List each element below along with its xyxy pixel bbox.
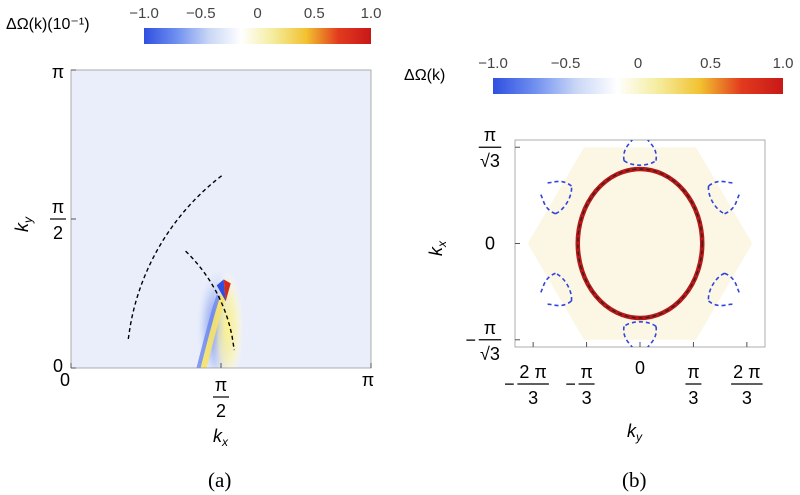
dashed-pocket [707, 272, 741, 307]
dashed-pocket-outline [622, 321, 658, 347]
heatmap-a-features [127, 173, 244, 368]
panel-label-b: (b) [622, 468, 647, 492]
x-ticks-b: 2 π3−π3−0 π32 π3 [504, 342, 763, 408]
dashed-pocket [622, 140, 658, 166]
x-tick-label-a: 0 [60, 370, 70, 390]
y-tick-label-a: 0 [53, 356, 63, 376]
colorbar-b-tick-label: 0.5 [700, 55, 721, 72]
x-ticks-a: 0 π2π [60, 363, 374, 421]
y-tick-label-a: π [52, 62, 64, 82]
y-axis-label-a: ky [12, 216, 35, 232]
fermi-arc-left [127, 173, 225, 340]
y-tick-label-a-text: 0 [53, 356, 63, 376]
y-tick-label-b-denominator: √3 [480, 151, 500, 171]
colorbar-a-tick-label: 1.0 [361, 5, 382, 22]
dashed-pocket-outline [539, 272, 573, 307]
y-tick-label-a: π2 [50, 197, 66, 243]
colorbar-a-tick-label: 0.5 [304, 5, 325, 22]
x-tick-label-b: π3 [685, 362, 702, 408]
panel-b: ΔΩ(k) −1.0 −0.5 0 0.5 1.0 2 π3−π3−0 π32 π3 π√… [404, 55, 793, 492]
heatmap-b-features [527, 140, 753, 347]
dashed-pocket [539, 272, 573, 307]
x-tick-label-a-text: π [362, 370, 374, 390]
y-tick-label-a-text: π [52, 62, 64, 82]
fermi-circle [575, 166, 705, 321]
colorbar-b-tick-label: −1.0 [478, 55, 508, 72]
fermi-circle-dashes [577, 168, 703, 319]
dashed-pocket [707, 180, 741, 215]
x-tick-label-b-denominator: 3 [582, 388, 592, 408]
x-tick-label-b-denominator: 3 [742, 388, 752, 408]
x-tick-label-b-denominator: 3 [528, 388, 538, 408]
x-tick-label-a-denominator: 2 [216, 401, 226, 421]
x-tick-label-b-numerator: 2 π [733, 362, 760, 382]
y-tick-label-b: 0 [485, 234, 495, 254]
dashed-pocket-outline [707, 272, 741, 307]
x-tick-label-a-numerator: π [215, 375, 227, 395]
colorbar-b-tick-label: 0 [634, 55, 642, 72]
x-tick-label-b-text: 0 [635, 358, 645, 378]
x-tick-label-b-numerator: π [687, 362, 699, 382]
negative-band [196, 294, 221, 368]
x-axis-label-b: ky [627, 421, 643, 444]
y-tick-label-b-denominator: √3 [480, 344, 500, 364]
colorbar-a-tick-label: −1.0 [129, 5, 159, 22]
dashed-pocket-outline [707, 180, 741, 215]
y-tick-label-b-numerator: π [484, 125, 496, 145]
dashed-pocket-outline [622, 140, 658, 166]
y-tick-label-b-text: 0 [485, 234, 495, 254]
fermi-arc-right [185, 250, 235, 351]
x-tick-label-b-numerator: 2 π [519, 362, 546, 382]
x-tick-label-b: 2 π3 [731, 362, 763, 408]
colorbar-a-ticks: −1.0 −0.5 0 0.5 1.0 [129, 5, 381, 22]
colorbar-a-label: ΔΩ(k)(10⁻¹) [6, 16, 90, 33]
x-tick-label-b: π 3− [565, 362, 595, 408]
y-tick-label-a-denominator: 2 [53, 223, 63, 243]
colorbar-a-tick-label: 0 [253, 5, 261, 22]
y-tick-label-b-numerator: π [484, 318, 496, 338]
x-axis-label-a: kx [213, 426, 229, 449]
colorbar-b-tick-label: 1.0 [773, 55, 794, 72]
y-tick-label-b-sign: − [465, 330, 476, 350]
y-tick-label-b: π √3− [465, 318, 502, 364]
hotspot-positive [223, 279, 231, 302]
colorbar-b [493, 78, 783, 94]
x-tick-label-a: π [362, 370, 374, 390]
colorbar-a-tick-label: −0.5 [186, 5, 216, 22]
x-tick-label-a: π2 [213, 375, 229, 421]
dashed-pocket [622, 321, 658, 347]
y-axis-label-b: kx [426, 240, 449, 256]
dashed-pocket [539, 180, 573, 215]
x-tick-label-b-sign: − [504, 374, 515, 394]
y-tick-label-b: π √3 [478, 125, 502, 171]
x-tick-label-b-denominator: 3 [688, 388, 698, 408]
panel-label-a: (a) [208, 468, 231, 492]
colorbar-b-ticks: −1.0 −0.5 0 0.5 1.0 [478, 55, 793, 72]
hotspot-negative [216, 279, 226, 302]
x-tick-label-b: 2 π 3− [504, 362, 549, 408]
colorbar-b-label: ΔΩ(k) [404, 67, 445, 84]
x-tick-label-b: 0 [635, 358, 645, 378]
y-ticks-b: π√30π√3− [465, 125, 520, 364]
y-tick-label-a-numerator: π [52, 197, 64, 217]
x-tick-label-a-text: 0 [60, 370, 70, 390]
colorbar-b-tick-label: −0.5 [551, 55, 581, 72]
positive-band [200, 294, 227, 368]
colorbar-a [144, 28, 371, 44]
x-tick-label-b-sign: − [565, 374, 576, 394]
dashed-pocket-outline [539, 180, 573, 215]
x-tick-label-b-numerator: π [580, 362, 592, 382]
